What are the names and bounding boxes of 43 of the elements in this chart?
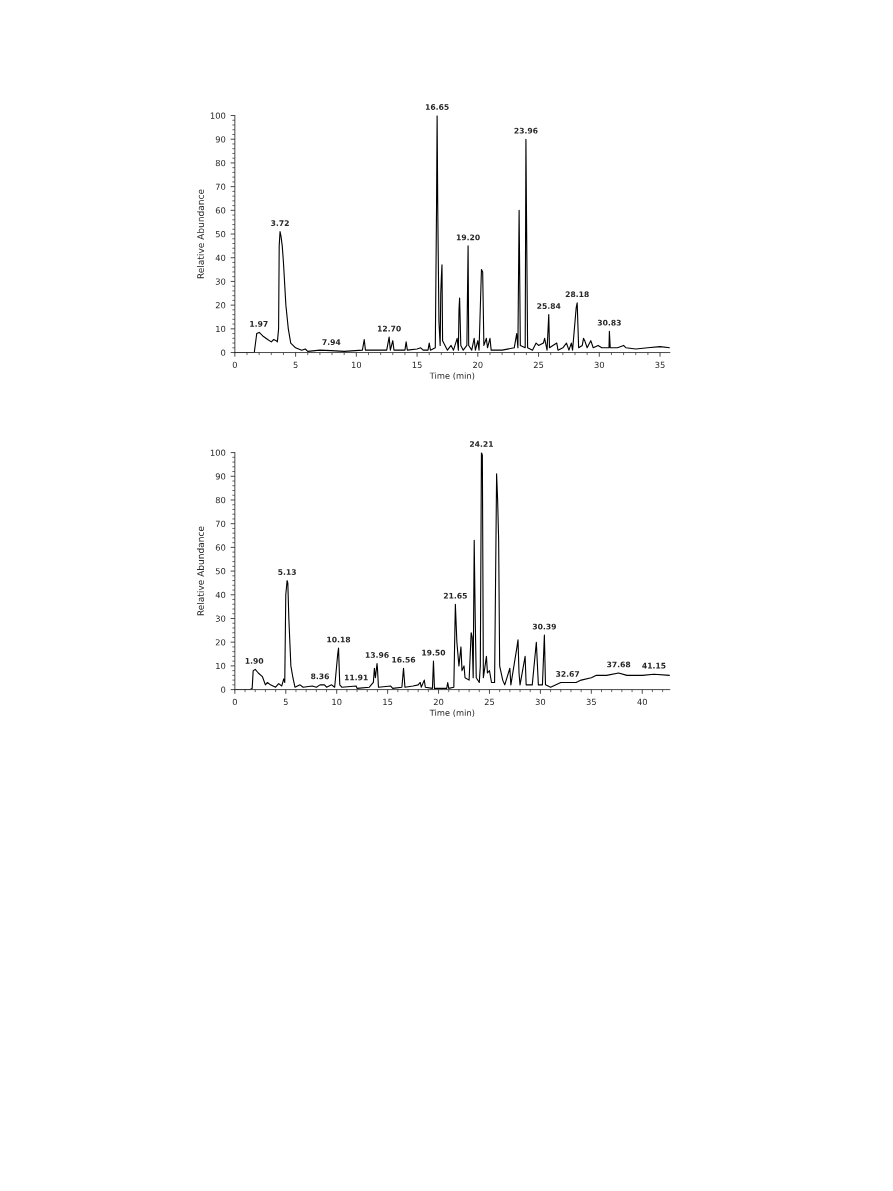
y-tick-label: 0 — [221, 686, 226, 693]
y-tick-label: 10 — [216, 662, 226, 670]
y-tick-label: 20 — [215, 639, 226, 646]
x-tick-label: 0 — [232, 698, 237, 706]
y-tick-label: 60 — [215, 544, 226, 551]
y-tick-label: 50 — [215, 231, 226, 238]
x-tick-label: 15 — [383, 698, 393, 706]
x-tick-label: 35 — [586, 698, 596, 706]
x-tick-label: 10 — [351, 361, 362, 369]
x-tick-label: 30 — [535, 698, 546, 706]
y-tick-label: 30 — [215, 278, 226, 285]
y-tick-label: 90 — [215, 473, 226, 480]
y-tick-label: 0 — [221, 349, 226, 356]
y-tick-label: 70 — [215, 183, 226, 190]
x-tick-label: 40 — [637, 698, 647, 706]
x-tick-label: 5 — [293, 361, 298, 369]
x-tick-label: 25 — [533, 361, 544, 369]
x-tick-label: 5 — [283, 698, 288, 706]
x-axis-title: Time (min) — [429, 372, 475, 380]
x-tick-label: 15 — [412, 361, 422, 369]
y-axis-title: Relative Abundance — [197, 189, 205, 279]
x-axis-title: Time (min) — [429, 709, 475, 717]
y-tick-label: 60 — [215, 207, 226, 214]
y-tick-label: 10 — [216, 325, 226, 333]
x-tick-label: 10 — [332, 698, 342, 706]
y-tick-label: 100 — [210, 449, 226, 456]
y-tick-label: 20 — [215, 302, 226, 309]
y-axis-title: Relative Abundance — [197, 526, 205, 616]
x-tick-label: 0 — [232, 361, 237, 369]
y-tick-label: 80 — [215, 159, 226, 167]
x-tick-label: 20 — [433, 698, 444, 706]
y-tick-label: 40 — [215, 254, 226, 262]
x-tick-label: 35 — [655, 361, 665, 369]
x-tick-label: 20 — [473, 361, 483, 369]
y-tick-label: 50 — [215, 568, 226, 575]
y-tick-label: 90 — [215, 136, 226, 143]
x-tick-label: 25 — [484, 698, 495, 706]
y-tick-label: 70 — [215, 520, 226, 527]
x-tick-label: 30 — [594, 361, 605, 369]
y-tick-label: 80 — [215, 496, 226, 504]
y-tick-label: 100 — [210, 112, 226, 119]
y-tick-label: 30 — [215, 615, 226, 622]
y-tick-label: 40 — [215, 591, 226, 599]
